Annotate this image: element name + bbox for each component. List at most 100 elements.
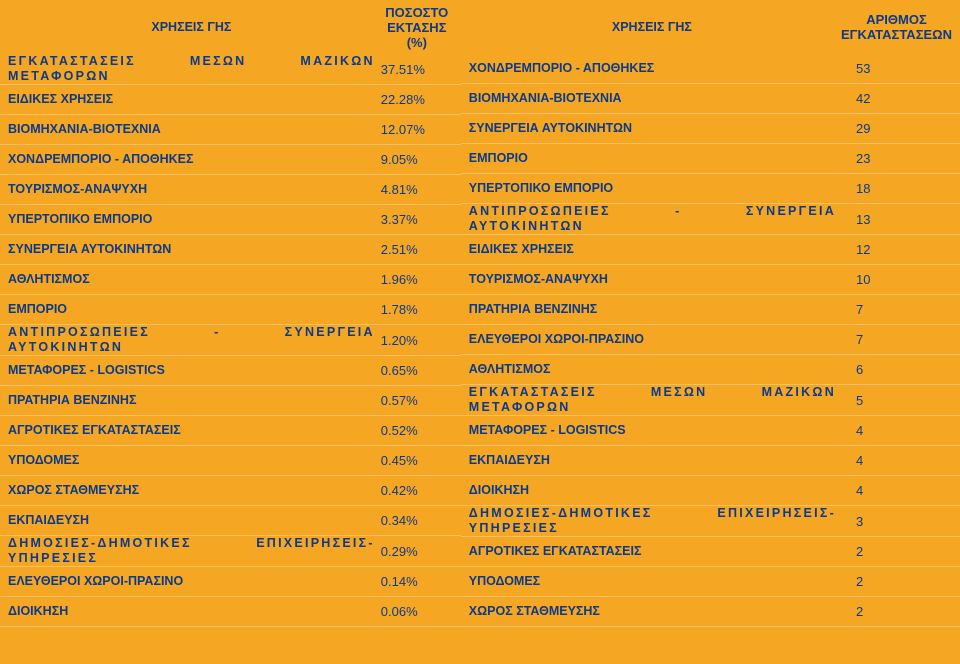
- left-row-label: ΧΩΡΟΣ ΣΤΑΘΜΕΥΣΗΣ: [8, 483, 381, 498]
- right-row-value: 42: [842, 91, 952, 106]
- left-row-value: 22.28%: [381, 92, 453, 107]
- left-row-value: 0.65%: [381, 363, 453, 378]
- right-row: ΧΟΝΔΡΕΜΠΟΡΙΟ - ΑΠΟΘΗΚΕΣ53: [461, 54, 960, 84]
- right-row: ΣΥΝΕΡΓΕΙΑ ΑΥΤΟΚΙΝΗΤΩΝ29: [461, 114, 960, 144]
- left-row-label: ΕΓΚΑΤΑΣΤΑΣΕΙΣ ΜΕΣΩΝ ΜΑΖΙΚΩΝ ΜΕΤΑΦΟΡΩΝ: [8, 54, 381, 84]
- right-row-value: 53: [842, 61, 952, 76]
- right-row: ΥΠΟΔΟΜΕΣ2: [461, 567, 960, 597]
- left-row-value: 1.20%: [381, 333, 453, 348]
- right-row-label: ΕΙΔΙΚΕΣ ΧΡΗΣΕΙΣ: [469, 242, 842, 257]
- right-header-row: ΧΡΗΣΕΙΣ ΓΗΣ ΑΡΙΘΜΟΣ ΕΓΚΑΤΑΣΤΑΣΕΩΝ: [461, 0, 960, 54]
- left-row: ΠΡΑΤΗΡΙΑ ΒΕΝΖΙΝΗΣ0.57%: [0, 386, 461, 416]
- right-row-label: ΑΘΛΗΤΙΣΜΟΣ: [469, 362, 842, 377]
- left-row-value: 0.42%: [381, 483, 453, 498]
- right-row-value: 6: [842, 362, 952, 377]
- right-row: ΔΙΟΙΚΗΣΗ4: [461, 476, 960, 506]
- left-row-label: ΕΛΕΥΘΕΡΟΙ ΧΩΡΟΙ-ΠΡΑΣΙΝΟ: [8, 574, 381, 589]
- right-row-value: 13: [842, 212, 952, 227]
- right-rows-container: ΧΟΝΔΡΕΜΠΟΡΙΟ - ΑΠΟΘΗΚΕΣ53ΒΙΟΜΗΧΑΝΙΑ-ΒΙΟΤ…: [461, 54, 960, 627]
- two-column-table: ΧΡΗΣΕΙΣ ΓΗΣ ΠΟΣΟΣΤΟ ΕΚΤΑΣΗΣ (%) ΕΓΚΑΤΑΣΤ…: [0, 0, 960, 664]
- left-row-label: ΤΟΥΡΙΣΜΟΣ-ΑΝΑΨΥΧΗ: [8, 182, 381, 197]
- left-row-label: ΕΙΔΙΚΕΣ ΧΡΗΣΕΙΣ: [8, 92, 381, 107]
- right-row-label: ΕΛΕΥΘΕΡΟΙ ΧΩΡΟΙ-ΠΡΑΣΙΝΟ: [469, 332, 842, 347]
- left-row: ΕΛΕΥΘΕΡΟΙ ΧΩΡΟΙ-ΠΡΑΣΙΝΟ0.14%: [0, 567, 461, 597]
- right-row: ΠΡΑΤΗΡΙΑ ΒΕΝΖΙΝΗΣ7: [461, 295, 960, 325]
- left-row-label: ΣΥΝΕΡΓΕΙΑ ΑΥΤΟΚΙΝΗΤΩΝ: [8, 242, 381, 257]
- right-row-value: 2: [842, 604, 952, 619]
- left-row-value: 0.29%: [381, 544, 453, 559]
- right-row-value: 2: [842, 544, 952, 559]
- left-row-label: ΔΗΜΟΣΙΕΣ-ΔΗΜΟΤΙΚΕΣ ΕΠΙΧΕΙΡΗΣΕΙΣ-ΥΠΗΡΕΣΙΕ…: [8, 536, 381, 566]
- right-row-label: ΣΥΝΕΡΓΕΙΑ ΑΥΤΟΚΙΝΗΤΩΝ: [469, 121, 842, 136]
- left-row: ΣΥΝΕΡΓΕΙΑ ΑΥΤΟΚΙΝΗΤΩΝ2.51%: [0, 235, 461, 265]
- left-row-label: ΑΝΤΙΠΡΟΣΩΠΕΙΕΣ - ΣΥΝΕΡΓΕΙΑ ΑΥΤΟΚΙΝΗΤΩΝ: [8, 325, 381, 355]
- right-row: ΕΙΔΙΚΕΣ ΧΡΗΣΕΙΣ12: [461, 235, 960, 265]
- right-row-value: 7: [842, 302, 952, 317]
- left-row: ΜΕΤΑΦΟΡΕΣ - LOGISTICS0.65%: [0, 356, 461, 386]
- left-row-value: 3.37%: [381, 212, 453, 227]
- left-row-label: ΕΚΠΑΙΔΕΥΣΗ: [8, 513, 381, 528]
- left-row-value: 0.14%: [381, 574, 453, 589]
- right-table: ΧΡΗΣΕΙΣ ΓΗΣ ΑΡΙΘΜΟΣ ΕΓΚΑΤΑΣΤΑΣΕΩΝ ΧΟΝΔΡΕ…: [461, 0, 960, 664]
- right-row: ΕΛΕΥΘΕΡΟΙ ΧΩΡΟΙ-ΠΡΑΣΙΝΟ7: [461, 325, 960, 355]
- left-row: ΕΚΠΑΙΔΕΥΣΗ0.34%: [0, 506, 461, 536]
- left-row-value: 0.57%: [381, 393, 453, 408]
- left-row-value: 0.52%: [381, 423, 453, 438]
- left-row: ΔΗΜΟΣΙΕΣ-ΔΗΜΟΤΙΚΕΣ ΕΠΙΧΕΙΡΗΣΕΙΣ-ΥΠΗΡΕΣΙΕ…: [0, 536, 461, 567]
- right-row-label: ΕΚΠΑΙΔΕΥΣΗ: [469, 453, 842, 468]
- right-row: ΑΘΛΗΤΙΣΜΟΣ6: [461, 355, 960, 385]
- right-row: ΑΓΡΟΤΙΚΕΣ ΕΓΚΑΤΑΣΤΑΣΕΙΣ2: [461, 537, 960, 567]
- right-row-value: 4: [842, 453, 952, 468]
- right-row: ΤΟΥΡΙΣΜΟΣ-ΑΝΑΨΥΧΗ10: [461, 265, 960, 295]
- left-row-label: ΔΙΟΙΚΗΣΗ: [8, 604, 381, 619]
- left-row: ΕΙΔΙΚΕΣ ΧΡΗΣΕΙΣ22.28%: [0, 85, 461, 115]
- right-row-label: ΕΜΠΟΡΙΟ: [469, 151, 842, 166]
- left-row-label: ΥΠΟΔΟΜΕΣ: [8, 453, 381, 468]
- left-row-value: 0.45%: [381, 453, 453, 468]
- left-row-label: ΑΓΡΟΤΙΚΕΣ ΕΓΚΑΤΑΣΤΑΣΕΙΣ: [8, 423, 381, 438]
- right-row: ΥΠΕΡΤΟΠΙΚΟ ΕΜΠΟΡΙΟ18: [461, 174, 960, 204]
- left-rows-container: ΕΓΚΑΤΑΣΤΑΣΕΙΣ ΜΕΣΩΝ ΜΑΖΙΚΩΝ ΜΕΤΑΦΟΡΩΝ37.…: [0, 54, 461, 627]
- left-row-value: 0.34%: [381, 513, 453, 528]
- right-header-label: ΧΡΗΣΕΙΣ ΓΗΣ: [469, 20, 841, 35]
- right-row-label: ΧΩΡΟΣ ΣΤΑΘΜΕΥΣΗΣ: [469, 604, 842, 619]
- left-row-label: ΠΡΑΤΗΡΙΑ ΒΕΝΖΙΝΗΣ: [8, 393, 381, 408]
- left-row: ΧΟΝΔΡΕΜΠΟΡΙΟ - ΑΠΟΘΗΚΕΣ9.05%: [0, 145, 461, 175]
- right-row-label: ΑΓΡΟΤΙΚΕΣ ΕΓΚΑΤΑΣΤΑΣΕΙΣ: [469, 544, 842, 559]
- left-row: ΥΠΕΡΤΟΠΙΚΟ ΕΜΠΟΡΙΟ3.37%: [0, 205, 461, 235]
- left-row-label: ΑΘΛΗΤΙΣΜΟΣ: [8, 272, 381, 287]
- right-row-value: 10: [842, 272, 952, 287]
- right-row-label: ΜΕΤΑΦΟΡΕΣ - LOGISTICS: [469, 423, 842, 438]
- right-row-label: ΠΡΑΤΗΡΙΑ ΒΕΝΖΙΝΗΣ: [469, 302, 842, 317]
- right-row: ΔΗΜΟΣΙΕΣ-ΔΗΜΟΤΙΚΕΣ ΕΠΙΧΕΙΡΗΣΕΙΣ-ΥΠΗΡΕΣΙΕ…: [461, 506, 960, 537]
- right-row-label: ΤΟΥΡΙΣΜΟΣ-ΑΝΑΨΥΧΗ: [469, 272, 842, 287]
- right-row-value: 4: [842, 423, 952, 438]
- right-row-label: ΑΝΤΙΠΡΟΣΩΠΕΙΕΣ - ΣΥΝΕΡΓΕΙΑ ΑΥΤΟΚΙΝΗΤΩΝ: [469, 204, 842, 234]
- right-row-value: 12: [842, 242, 952, 257]
- right-row: ΕΜΠΟΡΙΟ23: [461, 144, 960, 174]
- right-row-label: ΧΟΝΔΡΕΜΠΟΡΙΟ - ΑΠΟΘΗΚΕΣ: [469, 61, 842, 76]
- left-table: ΧΡΗΣΕΙΣ ΓΗΣ ΠΟΣΟΣΤΟ ΕΚΤΑΣΗΣ (%) ΕΓΚΑΤΑΣΤ…: [0, 0, 461, 664]
- left-row-label: ΧΟΝΔΡΕΜΠΟΡΙΟ - ΑΠΟΘΗΚΕΣ: [8, 152, 381, 167]
- right-row-label: ΕΓΚΑΤΑΣΤΑΣΕΙΣ ΜΕΣΩΝ ΜΑΖΙΚΩΝ ΜΕΤΑΦΟΡΩΝ: [469, 385, 842, 415]
- right-row-value: 18: [842, 181, 952, 196]
- left-row-value: 1.96%: [381, 272, 453, 287]
- right-row-value: 23: [842, 151, 952, 166]
- right-row-label: ΔΗΜΟΣΙΕΣ-ΔΗΜΟΤΙΚΕΣ ΕΠΙΧΕΙΡΗΣΕΙΣ-ΥΠΗΡΕΣΙΕ…: [469, 506, 842, 536]
- left-row-label: ΕΜΠΟΡΙΟ: [8, 302, 381, 317]
- right-row-value: 5: [842, 393, 952, 408]
- left-row-label: ΜΕΤΑΦΟΡΕΣ - LOGISTICS: [8, 363, 381, 378]
- left-row-value: 1.78%: [381, 302, 453, 317]
- left-row-value: 12.07%: [381, 122, 453, 137]
- left-row-value: 2.51%: [381, 242, 453, 257]
- left-row: ΑΝΤΙΠΡΟΣΩΠΕΙΕΣ - ΣΥΝΕΡΓΕΙΑ ΑΥΤΟΚΙΝΗΤΩΝ1.…: [0, 325, 461, 356]
- left-row: ΕΜΠΟΡΙΟ1.78%: [0, 295, 461, 325]
- left-row-value: 9.05%: [381, 152, 453, 167]
- left-row: ΕΓΚΑΤΑΣΤΑΣΕΙΣ ΜΕΣΩΝ ΜΑΖΙΚΩΝ ΜΕΤΑΦΟΡΩΝ37.…: [0, 54, 461, 85]
- left-row: ΑΘΛΗΤΙΣΜΟΣ1.96%: [0, 265, 461, 295]
- right-row: ΕΓΚΑΤΑΣΤΑΣΕΙΣ ΜΕΣΩΝ ΜΑΖΙΚΩΝ ΜΕΤΑΦΟΡΩΝ5: [461, 385, 960, 416]
- left-row: ΔΙΟΙΚΗΣΗ0.06%: [0, 597, 461, 627]
- right-row-value: 29: [842, 121, 952, 136]
- left-row-value: 0.06%: [381, 604, 453, 619]
- left-row: ΒΙΟΜΗΧΑΝΙΑ-ΒΙΟΤΕΧΝΙΑ12.07%: [0, 115, 461, 145]
